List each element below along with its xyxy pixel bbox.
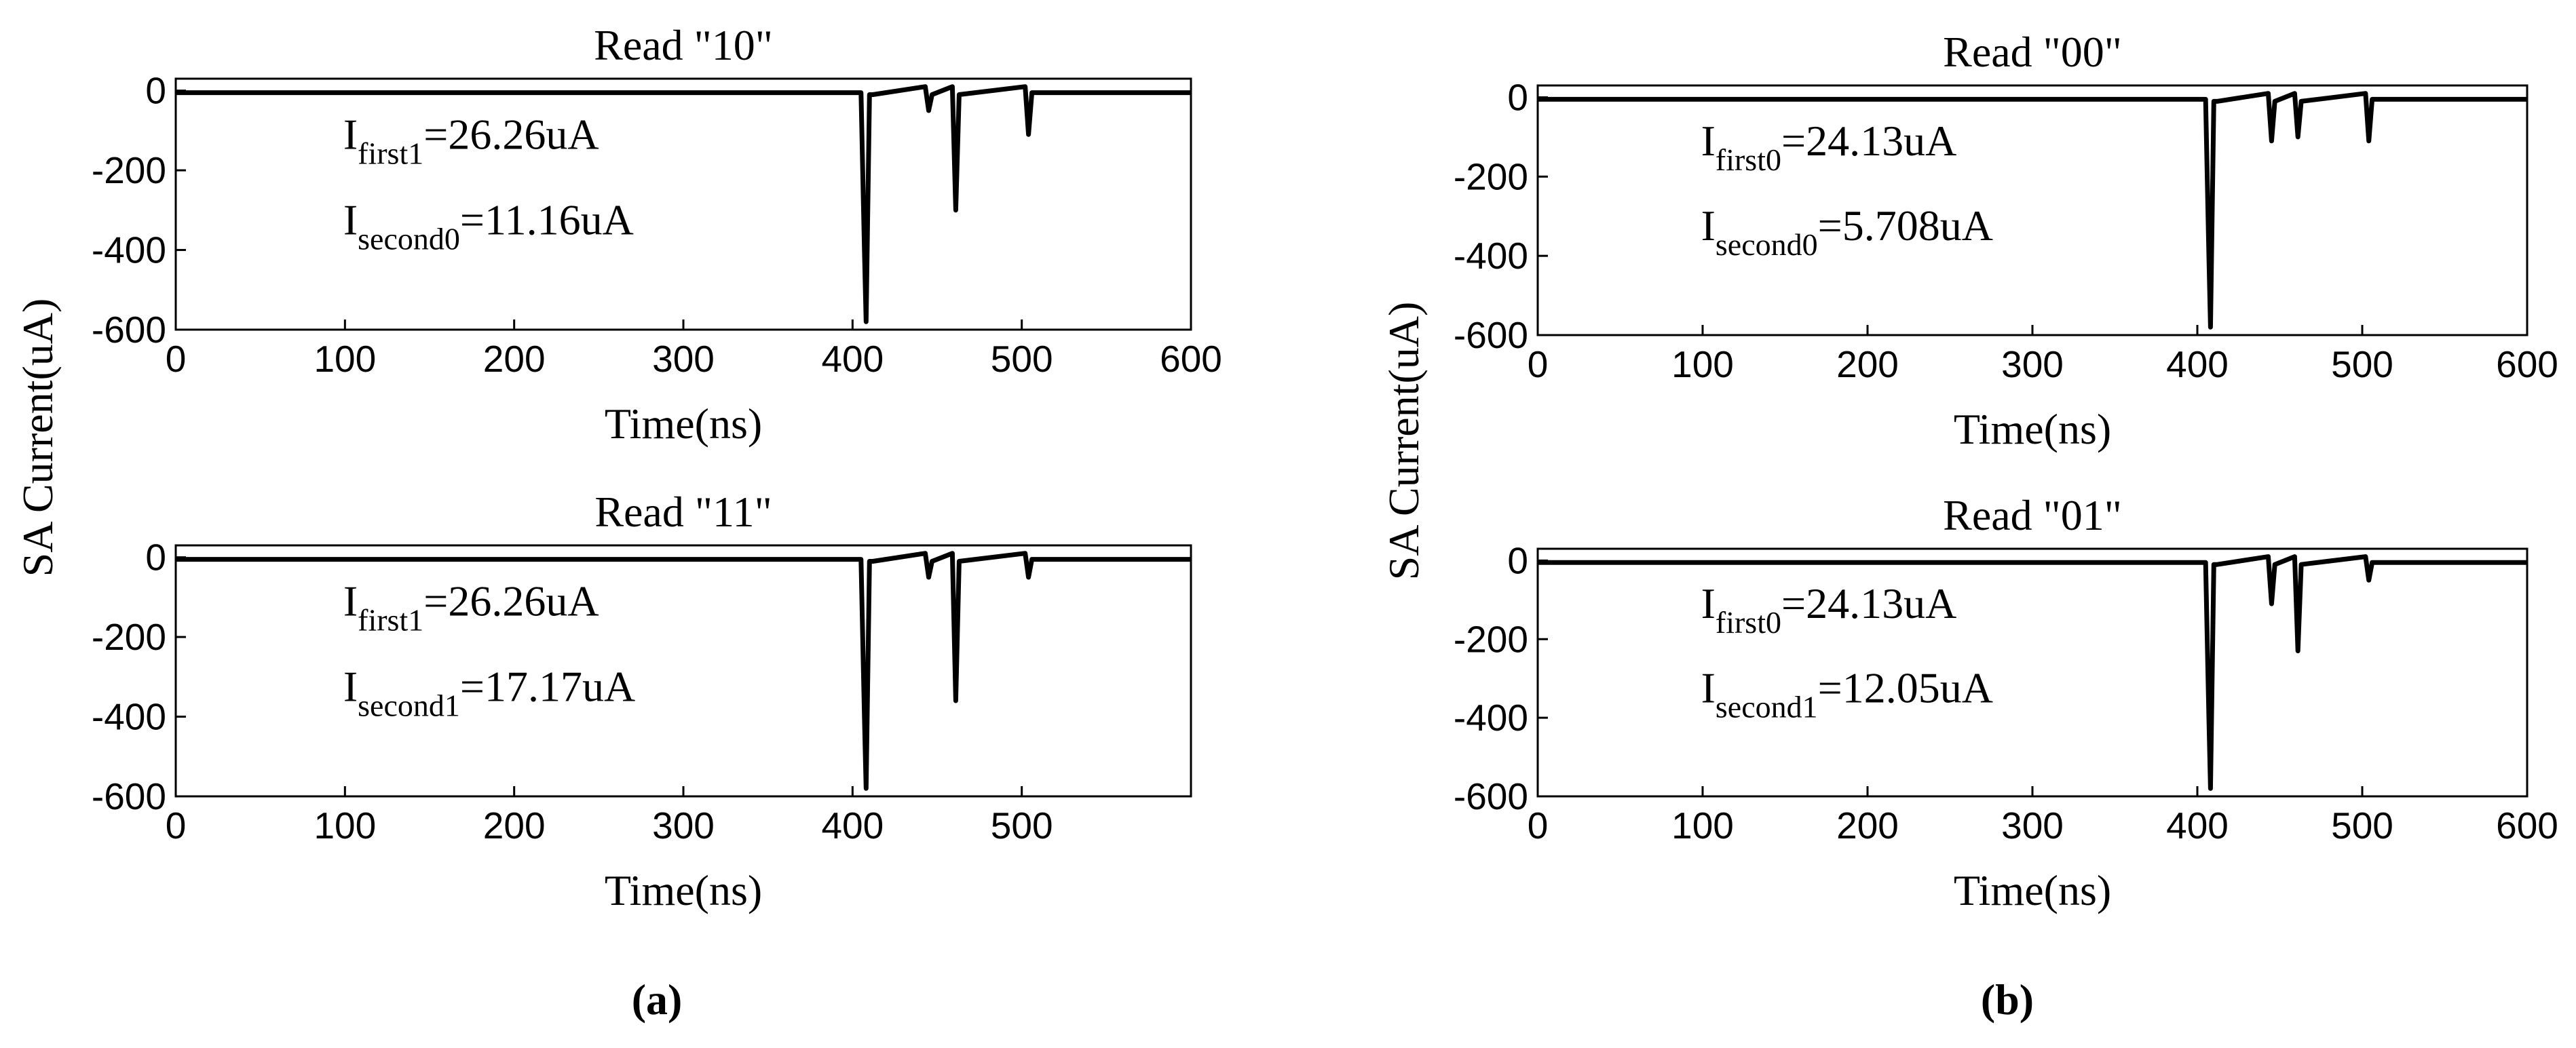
annotation: Isecond0=11.16uA xyxy=(343,195,634,256)
x-tick-label: 400 xyxy=(821,804,884,847)
x-axis-label: Time(ns) xyxy=(1954,866,2111,914)
annotation-subscript: first1 xyxy=(358,136,423,171)
annotation-subscript: second0 xyxy=(1716,227,1818,262)
x-tick-label: 0 xyxy=(166,804,187,847)
panel-label: (a) xyxy=(632,975,683,1024)
y-tick-label: -200 xyxy=(92,149,166,191)
y-tick-label: -200 xyxy=(1454,618,1528,660)
annotation-value: =24.13uA xyxy=(1781,117,1956,165)
x-tick-label: 0 xyxy=(166,338,187,380)
y-tick-label: -400 xyxy=(1454,235,1528,277)
annotation: Isecond1=17.17uA xyxy=(343,662,635,722)
y-tick-label: -600 xyxy=(92,309,166,351)
x-tick-label: 300 xyxy=(652,338,715,380)
y-tick-label: -400 xyxy=(1454,697,1528,739)
x-tick-label: 500 xyxy=(991,338,1053,380)
y-axis-label: SA Current(uA) xyxy=(1380,302,1428,581)
x-tick-label: 300 xyxy=(2001,804,2064,847)
chart-title: Read "11" xyxy=(594,488,772,536)
x-tick-label: 200 xyxy=(483,338,546,380)
annotation: Ifirst1=26.26uA xyxy=(343,111,599,171)
x-tick-label: 500 xyxy=(991,804,1053,847)
x-tick-label: 300 xyxy=(652,804,715,847)
trace xyxy=(1538,554,2527,791)
y-tick-label: -600 xyxy=(92,775,166,817)
y-tick-label: -600 xyxy=(1454,775,1528,817)
x-tick-label: 400 xyxy=(2166,804,2229,847)
annotation: Ifirst1=26.26uA xyxy=(343,577,599,638)
trace xyxy=(1538,91,2527,330)
y-tick-label: -400 xyxy=(92,229,166,271)
annotation-main: I xyxy=(343,577,358,625)
annotation-value: =17.17uA xyxy=(460,662,635,710)
x-tick-label: 100 xyxy=(1671,343,1734,385)
annotation-main: I xyxy=(343,111,358,159)
annotation-value: =12.05uA xyxy=(1818,663,1993,712)
annotation-main: I xyxy=(343,195,358,244)
annotation-main: I xyxy=(1701,579,1716,627)
axes-box xyxy=(174,544,1192,798)
axes-box xyxy=(174,77,1192,331)
y-tick-label: 0 xyxy=(145,70,166,112)
annotation-main: I xyxy=(1701,201,1716,250)
y-tick-label: -200 xyxy=(1454,155,1528,197)
x-tick-label: 200 xyxy=(1836,804,1899,847)
x-tick-label: 600 xyxy=(2496,804,2558,847)
annotation-subscript: second1 xyxy=(1716,689,1818,724)
x-tick-label: 100 xyxy=(314,804,376,847)
x-axis-label: Time(ns) xyxy=(605,866,762,914)
annotation-main: I xyxy=(1701,117,1716,165)
annotation-value: =26.26uA xyxy=(423,577,599,625)
x-tick-label: 300 xyxy=(2001,343,2064,385)
y-tick-label: 0 xyxy=(145,537,166,579)
x-tick-label: 500 xyxy=(2331,343,2393,385)
chart-title: Read "01" xyxy=(1943,491,2122,539)
x-tick-label: 600 xyxy=(2496,343,2558,385)
chart-title: Read "10" xyxy=(594,21,773,69)
x-tick-label: 100 xyxy=(314,338,376,380)
annotation: Isecond1=12.05uA xyxy=(1701,663,1993,724)
annotation-main: I xyxy=(343,662,358,710)
y-tick-label: 0 xyxy=(1507,77,1528,119)
x-tick-label: 100 xyxy=(1671,804,1734,847)
x-axis-label: Time(ns) xyxy=(1954,405,2111,453)
annotation-subscript: second0 xyxy=(358,221,460,256)
y-tick-label: -600 xyxy=(1454,314,1528,356)
annotation-value: =26.26uA xyxy=(423,111,599,159)
y-axis-label: SA Current(uA) xyxy=(14,298,62,577)
annotation-value: =11.16uA xyxy=(460,195,634,244)
annotation-subscript: first0 xyxy=(1716,605,1781,640)
x-tick-label: 500 xyxy=(2331,804,2393,847)
chart-title: Read "00" xyxy=(1943,28,2122,76)
y-tick-label: -200 xyxy=(92,616,166,658)
trace xyxy=(176,551,1191,791)
x-tick-label: 0 xyxy=(1528,343,1549,385)
annotation: Ifirst0=24.13uA xyxy=(1701,117,1957,177)
x-tick-label: 200 xyxy=(1836,343,1899,385)
annotation-value: =5.708uA xyxy=(1818,201,1993,250)
annotation-subscript: second1 xyxy=(358,688,460,722)
x-tick-label: 200 xyxy=(483,804,546,847)
annotation-main: I xyxy=(1701,663,1716,712)
annotation-value: =24.13uA xyxy=(1781,579,1956,627)
annotation: Isecond0=5.708uA xyxy=(1701,201,1993,262)
x-tick-label: 400 xyxy=(2166,343,2229,385)
y-tick-label: 0 xyxy=(1507,539,1528,581)
panel-label: (b) xyxy=(1981,975,2034,1024)
x-tick-label: 600 xyxy=(1160,338,1222,380)
trace xyxy=(176,84,1191,324)
x-axis-label: Time(ns) xyxy=(605,400,762,448)
x-tick-label: 400 xyxy=(821,338,884,380)
y-tick-label: -400 xyxy=(92,696,166,738)
axes-box xyxy=(1536,547,2528,798)
x-tick-label: 0 xyxy=(1528,804,1549,847)
annotation: Ifirst0=24.13uA xyxy=(1701,579,1957,640)
axes-box xyxy=(1536,84,2528,336)
annotation-subscript: first0 xyxy=(1716,142,1781,177)
annotation-subscript: first1 xyxy=(358,603,423,638)
